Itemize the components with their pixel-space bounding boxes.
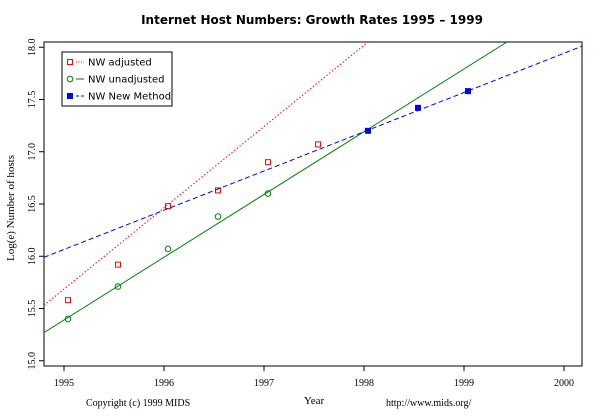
fit-line: [44, 42, 508, 333]
legend-item: NW adjusted: [67, 58, 152, 69]
data-point: [315, 141, 321, 148]
plot-area: 1995 1996 1997 1998 1999 2000 15.0 15.5 16.0 16.5…: [27, 38, 583, 389]
y-tick-label: 16.0: [27, 248, 38, 266]
data-point: [265, 159, 271, 166]
x-tick-label: 1999: [454, 378, 474, 389]
data-point: [264, 190, 272, 197]
legend-label: NW unadjusted: [88, 75, 164, 86]
y-tick-label: 18.0: [27, 38, 38, 56]
copyright-text: Copyright (c) 1999 MIDS: [86, 398, 191, 409]
y-tick-label: 16.5: [27, 195, 38, 213]
x-tick-label: 2000: [554, 378, 574, 389]
series-nw-new-method: [44, 45, 582, 258]
data-point: [165, 203, 171, 210]
data-point: [66, 75, 74, 83]
data-point: [67, 93, 73, 99]
x-tick-label: 1998: [354, 378, 374, 389]
y-tick-label: 17.5: [27, 91, 38, 109]
data-point: [214, 213, 222, 220]
data-point: [64, 315, 72, 323]
data-point: [365, 127, 371, 134]
data-point: [415, 104, 421, 111]
y-axis-label: Log(e) Number of hosts: [5, 155, 17, 261]
url-text: http://www.mids.org/: [386, 398, 472, 409]
legend: NW adjusted NW unadjusted NW New Method: [61, 51, 173, 107]
legend-label: NW New Method: [88, 92, 171, 103]
data-point: [67, 59, 73, 65]
chart-title: Internet Host Numbers: Growth Rates 1995…: [141, 13, 483, 27]
data-point: [65, 297, 71, 304]
x-tick-label: 1997: [254, 378, 274, 389]
series-nw-unadjusted: [44, 42, 508, 333]
y-tick-label: 15.0: [27, 352, 38, 370]
legend-item: NW unadjusted: [66, 75, 164, 86]
fit-line: [44, 42, 369, 306]
data-point: [115, 261, 121, 268]
legend-item: NW New Method: [67, 92, 171, 103]
fit-line: [44, 45, 582, 258]
data-point: [465, 88, 471, 95]
x-tick-label: 1996: [154, 378, 174, 389]
y-tick-label: 17.0: [27, 143, 38, 161]
data-point: [114, 283, 122, 290]
x-tick-label: 1995: [54, 378, 74, 389]
y-tick-label: 15.5: [27, 300, 38, 318]
data-point: [164, 245, 172, 253]
legend-label: NW adjusted: [88, 58, 152, 69]
x-axis-label: Year: [304, 395, 325, 407]
